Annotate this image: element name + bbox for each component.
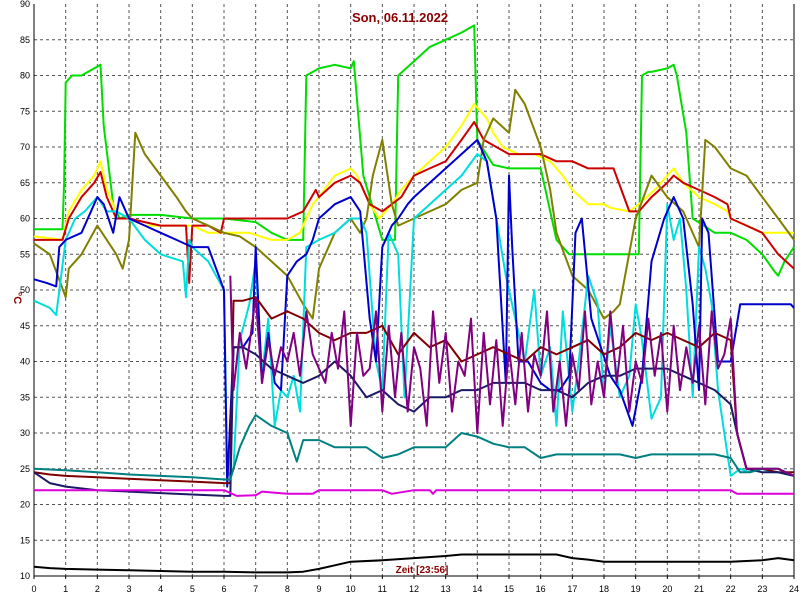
x-axis-label: Zeit [23:56] [396,565,449,576]
y-tick-label: 15 [20,535,30,545]
x-tick-label: 24 [789,584,799,594]
y-tick-label: 60 [20,214,30,224]
chart-title: Son, 06.11.2022 [352,10,448,25]
y-tick-label: 65 [20,178,30,188]
series-line-11 [229,275,795,477]
series-group [33,24,795,574]
x-tick-label: 2 [95,584,100,594]
grid [34,4,794,576]
x-tick-label: 3 [126,584,131,594]
y-tick-label: 55 [20,249,30,259]
x-tick-label: 11 [378,584,387,594]
series-line-3 [34,121,795,284]
series-line-6 [33,138,795,488]
y-tick-label: 25 [20,464,30,474]
x-tick-label: 8 [285,584,290,594]
x-tick-label: 23 [757,584,767,594]
tick-labels: 0 1 2 3 4 5 6 7 8 9 10 11 12 13 14 15 16 17 18 19 20 21 22 23 24… [20,0,799,594]
y-tick-label: 20 [20,500,30,510]
x-tick-label: 4 [158,584,163,594]
x-tick-label: 6 [221,584,226,594]
y-axis-label: °C [11,292,23,304]
series-line-4 [33,88,795,320]
x-tick-label: 14 [472,584,482,594]
y-tick-label: 85 [20,35,30,45]
x-tick-label: 12 [409,584,419,594]
y-tick-label: 90 [20,0,30,9]
y-tick-label: 75 [20,106,30,116]
x-tick-label: 20 [662,584,672,594]
x-tick-label: 15 [504,584,514,594]
x-tick-label: 13 [441,584,451,594]
x-tick-label: 1 [63,584,68,594]
x-tick-label: 19 [631,584,641,594]
y-tick-label: 10 [20,571,30,581]
y-tick-label: 45 [20,321,30,331]
y-tick-label: 40 [20,357,30,367]
x-tick-label: 10 [346,584,356,594]
x-tick-label: 17 [567,584,577,594]
x-tick-label: 16 [536,584,546,594]
x-tick-label: 21 [694,584,704,594]
x-tick-label: 5 [190,584,195,594]
series-line-5 [33,153,795,477]
y-tick-label: 70 [20,142,30,152]
x-tick-label: 7 [253,584,258,594]
series-line-9 [33,414,795,481]
axes [33,4,795,579]
x-tick-label: 0 [31,584,36,594]
y-tick-label: 80 [20,71,30,81]
x-tick-label: 18 [599,584,609,594]
x-tick-label: 22 [726,584,736,594]
series-line-12 [33,553,795,574]
y-tick-label: 50 [20,285,30,295]
y-tick-label: 30 [20,428,30,438]
x-tick-label: 9 [316,584,321,594]
y-tick-label: 35 [20,392,30,402]
series-line-8 [33,346,795,497]
series-line-10 [34,489,794,497]
series-line-2 [33,103,794,241]
